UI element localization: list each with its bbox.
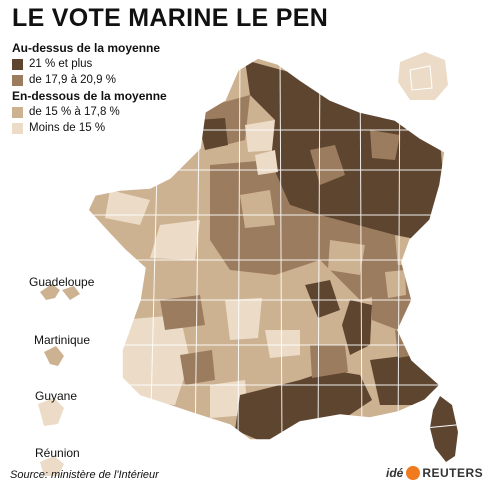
legend-swatch-darkest xyxy=(12,58,23,70)
legend-label: de 15 % à 17,8 % xyxy=(29,106,120,118)
reuters-dots-icon xyxy=(406,466,421,480)
region-lightest xyxy=(105,190,150,225)
inset-idf xyxy=(398,52,448,100)
legend-item-15-17-8: de 15 % à 17,8 % xyxy=(12,104,212,120)
legend-heading-below: En-dessous de la moyenne xyxy=(12,89,167,103)
legend-item-21-plus: 21 % et plus xyxy=(12,56,212,72)
region-darkest xyxy=(305,280,340,318)
region-darkest xyxy=(245,60,445,240)
inset-borders xyxy=(409,65,433,91)
legend-swatch-lightest xyxy=(12,122,23,134)
region-darkest xyxy=(430,396,458,462)
label-guadeloupe: Guadeloupe xyxy=(29,275,95,289)
martinique-shape xyxy=(44,346,64,366)
region-lightest xyxy=(120,315,190,405)
region-mid xyxy=(160,295,205,330)
region-darkest xyxy=(198,118,228,150)
legend-swatch-light xyxy=(12,106,23,118)
mainland-outline xyxy=(87,57,446,441)
region-light xyxy=(328,240,365,275)
region-light xyxy=(240,190,275,228)
region-darkest xyxy=(342,300,372,355)
map-title: LE VOTE MARINE LE PEN xyxy=(12,4,329,32)
region-darkest xyxy=(370,355,440,405)
region-darkest xyxy=(235,370,372,440)
legend-item-17-9-20-9: de 17,9 à 20,9 % xyxy=(12,72,212,88)
source-note: Source: ministère de l'Intérieur xyxy=(10,469,159,481)
label-guyane: Guyane xyxy=(35,389,78,403)
region-lightest xyxy=(265,330,300,358)
guyane-shape xyxy=(38,398,64,426)
region-mid xyxy=(310,345,348,378)
brand-logo: idé REUTERS xyxy=(386,466,483,480)
region-lightest xyxy=(150,220,200,260)
legend-label: de 17,9 à 20,9 % xyxy=(29,74,116,86)
region-lightest xyxy=(255,150,278,175)
corsica xyxy=(430,396,458,462)
legend-heading-above: Au-dessus de la moyenne xyxy=(12,41,161,55)
guadeloupe-shape xyxy=(40,284,80,300)
region-mid xyxy=(180,350,215,385)
legend-item-under-15: Moins de 15 % xyxy=(12,120,212,136)
ide-logo: idé xyxy=(386,466,404,480)
region-mid xyxy=(370,130,400,160)
reunion-shape xyxy=(40,456,64,476)
mainland-regions xyxy=(88,58,445,440)
label-martinique: Martinique xyxy=(34,333,91,347)
region-light xyxy=(385,270,406,298)
legend: Au-dessus de la moyenne 21 % et plus de … xyxy=(12,40,212,136)
reuters-logo: REUTERS xyxy=(422,466,484,480)
region-lightest xyxy=(225,298,262,340)
legend-swatch-dark xyxy=(12,74,23,86)
region-lightest xyxy=(245,120,278,152)
legend-label: Moins de 15 % xyxy=(29,122,106,134)
label-reunion: Réunion xyxy=(35,446,80,460)
legend-label: 21 % et plus xyxy=(29,58,93,70)
region-mid xyxy=(310,145,345,185)
